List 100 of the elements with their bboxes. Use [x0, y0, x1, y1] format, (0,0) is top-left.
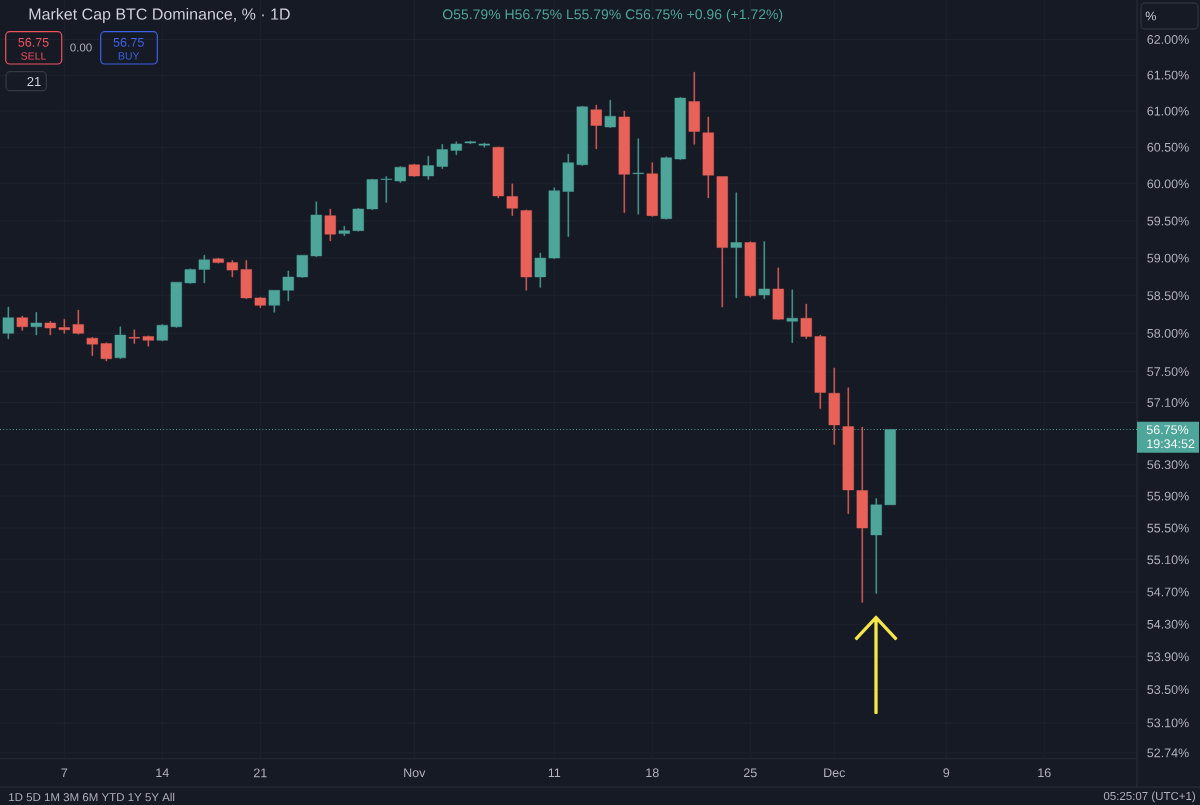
- candlestick: [310, 201, 322, 257]
- x-tick-label: 18: [646, 768, 659, 778]
- candlestick: [730, 192, 742, 299]
- text: 19:34:52: [1147, 439, 1195, 449]
- candlestick: [604, 99, 616, 128]
- y-tick-label: 55.90%: [1147, 491, 1189, 501]
- candlestick: [870, 498, 882, 594]
- candlestick: [114, 326, 126, 359]
- candlestick: [170, 281, 182, 328]
- candlestick: [562, 153, 574, 237]
- candlestick: [338, 225, 350, 237]
- y-tick-label: 62.00%: [1147, 35, 1189, 44]
- candlestick: [324, 208, 336, 242]
- x-tick-label: 14: [156, 768, 169, 778]
- y-tick-label: 60.50%: [1147, 142, 1189, 152]
- annotation: SELL: [21, 52, 47, 60]
- candlestick: [576, 105, 588, 166]
- candlestick: [100, 342, 112, 362]
- candlestick: [128, 329, 140, 344]
- x-tick-label: 9: [943, 768, 950, 778]
- candlestick: [856, 426, 868, 603]
- candlestick: [660, 156, 672, 220]
- candlestick: [786, 289, 798, 343]
- candlestick: [86, 337, 98, 356]
- y-tick-label: 61.50%: [1147, 70, 1189, 80]
- candlestick: [156, 324, 168, 342]
- candlestick: [450, 141, 462, 155]
- candlestick: [492, 146, 504, 199]
- candlestick: [842, 387, 854, 514]
- y-tick-label: 60.00%: [1147, 179, 1189, 189]
- candlestick: [422, 155, 434, 180]
- candlestick: [632, 138, 644, 215]
- y-tick-label: 59.50%: [1147, 216, 1189, 226]
- candlestick: [58, 318, 70, 334]
- candlestick: [520, 209, 532, 291]
- annotation: 56.75: [113, 37, 144, 47]
- y-tick-label: 57.50%: [1147, 367, 1189, 377]
- candlestick: [548, 187, 560, 260]
- candlestick: [2, 306, 14, 339]
- candlestick: [744, 241, 756, 298]
- candlestick: [506, 183, 518, 216]
- candlestick: [688, 71, 700, 145]
- candlestick: [800, 303, 812, 339]
- candlestick: [380, 176, 392, 203]
- candlestick: [772, 267, 784, 321]
- candlestick: [534, 252, 546, 288]
- candlestick: [72, 309, 84, 335]
- candlestick: [268, 290, 280, 313]
- ref-line-label: 56.75%: [1146, 425, 1189, 435]
- candlestick: [366, 178, 378, 211]
- candlestick: [212, 257, 224, 264]
- candlestick: [394, 166, 406, 183]
- y-tick-label: 54.70%: [1147, 587, 1189, 597]
- text: O55.79% H56.75% L55.79% C56.75% +0.96 (+1.72%): [442, 8, 783, 23]
- candlestick: [16, 315, 28, 331]
- y-tick-label: 52.74%: [1147, 748, 1189, 758]
- candlestick: [142, 335, 154, 347]
- candlestick: [282, 270, 294, 302]
- candlestick: [44, 321, 56, 336]
- y-tick-label: 53.50%: [1147, 685, 1189, 694]
- y-tick-label: 54.30%: [1147, 619, 1189, 629]
- candlestick: [184, 268, 196, 284]
- x-tick-label: 25: [743, 768, 757, 778]
- candlestick: [828, 367, 840, 445]
- y-tick-label: 58.50%: [1147, 291, 1189, 301]
- text: 05:25:07 (UTC+1): [1103, 791, 1196, 803]
- text: 1D 5D 1M 3M 6M YTD 1Y 5Y All: [9, 792, 175, 802]
- candlestick: [408, 163, 420, 177]
- candlestick: [478, 142, 490, 148]
- x-tick-label: 7: [61, 768, 68, 778]
- y-tick-label: 59.00%: [1147, 253, 1189, 263]
- candlestick: [436, 144, 448, 169]
- candlestick: [716, 176, 728, 308]
- x-tick-label: 21: [253, 768, 267, 778]
- candlestick: [758, 241, 770, 299]
- candlestick: [240, 260, 252, 299]
- chart-title: Market Cap BTC Dominance, % · 1D: [29, 8, 290, 23]
- annotation: 21: [27, 76, 41, 87]
- x-tick-label: 16: [1038, 768, 1051, 778]
- y-tick-label: 58.00%: [1147, 328, 1189, 338]
- candlestick: [30, 312, 42, 336]
- candlestick: [702, 116, 714, 199]
- y-tick-label: 57.10%: [1147, 398, 1189, 407]
- candlestick: [352, 208, 364, 232]
- candlestick: [814, 334, 826, 409]
- x-tick-label: Nov: [404, 768, 426, 778]
- y-tick-label: 61.00%: [1147, 106, 1189, 116]
- candlestick: [198, 254, 210, 284]
- y-axis-title: %: [1145, 11, 1156, 21]
- candlestick: [464, 140, 476, 145]
- candlestick: [674, 97, 686, 160]
- candlestick: [296, 254, 308, 278]
- x-tick-label: Dec: [824, 768, 846, 778]
- candlestick: [254, 296, 266, 308]
- y-tick-label: 56.30%: [1147, 460, 1189, 470]
- candlestick: [646, 162, 658, 217]
- candlestick: [618, 110, 630, 213]
- y-tick-label: 55.10%: [1147, 555, 1189, 565]
- candlestick: [226, 260, 238, 278]
- annotation: 56.75: [18, 37, 49, 47]
